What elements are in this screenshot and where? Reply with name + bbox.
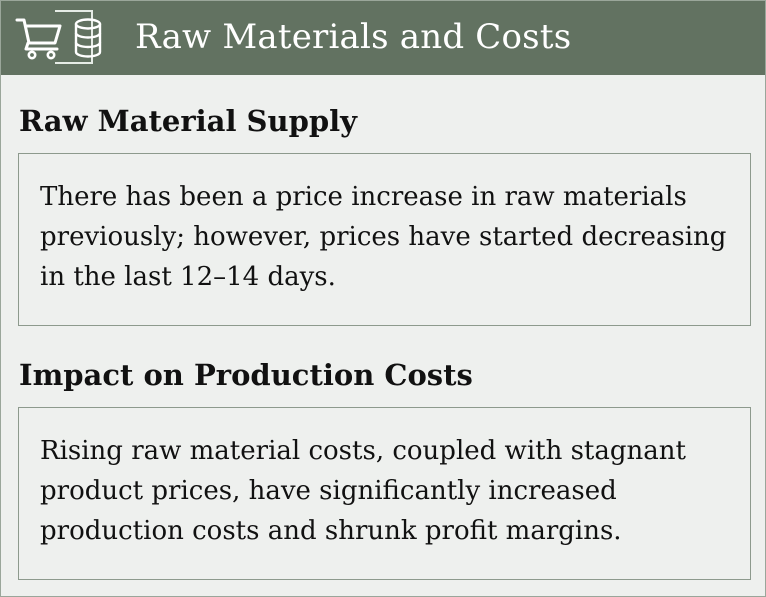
section-box-raw-material-supply: There has been a price increase in raw m… <box>18 153 751 326</box>
database-icon <box>74 18 102 58</box>
section-text-raw-material-supply: There has been a price increase in raw m… <box>40 182 727 292</box>
header-bar: Raw Materials and Costs <box>1 1 765 75</box>
page-title: Raw Materials and Costs <box>135 17 572 57</box>
shopping-cart-icon <box>15 18 62 60</box>
section-box-impact-on-production-costs: Rising raw material costs, coupled with … <box>18 407 751 580</box>
section-heading-impact-on-production-costs: Impact on Production Costs <box>19 358 473 392</box>
section-heading-raw-material-supply: Raw Material Supply <box>19 104 358 138</box>
section-text-impact-on-production-costs: Rising raw material costs, coupled with … <box>40 436 686 546</box>
header-icon-group <box>15 10 105 66</box>
